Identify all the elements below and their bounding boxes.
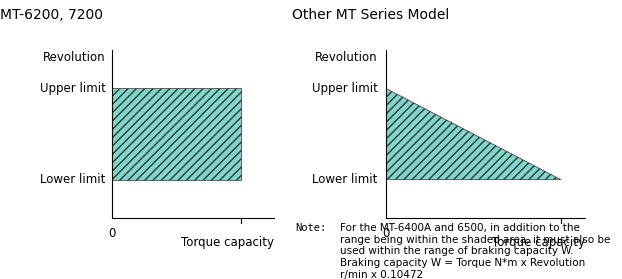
Text: Note:: Note: [295, 223, 327, 233]
Polygon shape [386, 88, 561, 180]
Text: Upper limit: Upper limit [40, 82, 106, 95]
Text: Torque capacity: Torque capacity [180, 236, 274, 249]
Text: For the MT-6400A and 6500, in addition to the
range being within the shaded area: For the MT-6400A and 6500, in addition t… [340, 223, 611, 279]
Text: MT-6200, 7200: MT-6200, 7200 [0, 8, 103, 22]
Text: Lower limit: Lower limit [40, 173, 106, 186]
Text: Torque capacity: Torque capacity [491, 236, 585, 249]
Text: Other MT Series Model: Other MT Series Model [292, 8, 450, 22]
Text: Upper limit: Upper limit [312, 82, 378, 95]
Text: 0: 0 [382, 227, 389, 240]
Text: Revolution: Revolution [315, 51, 378, 64]
Text: Lower limit: Lower limit [312, 173, 378, 186]
Text: 0: 0 [108, 227, 116, 240]
Polygon shape [112, 88, 241, 180]
Text: Revolution: Revolution [43, 51, 106, 64]
